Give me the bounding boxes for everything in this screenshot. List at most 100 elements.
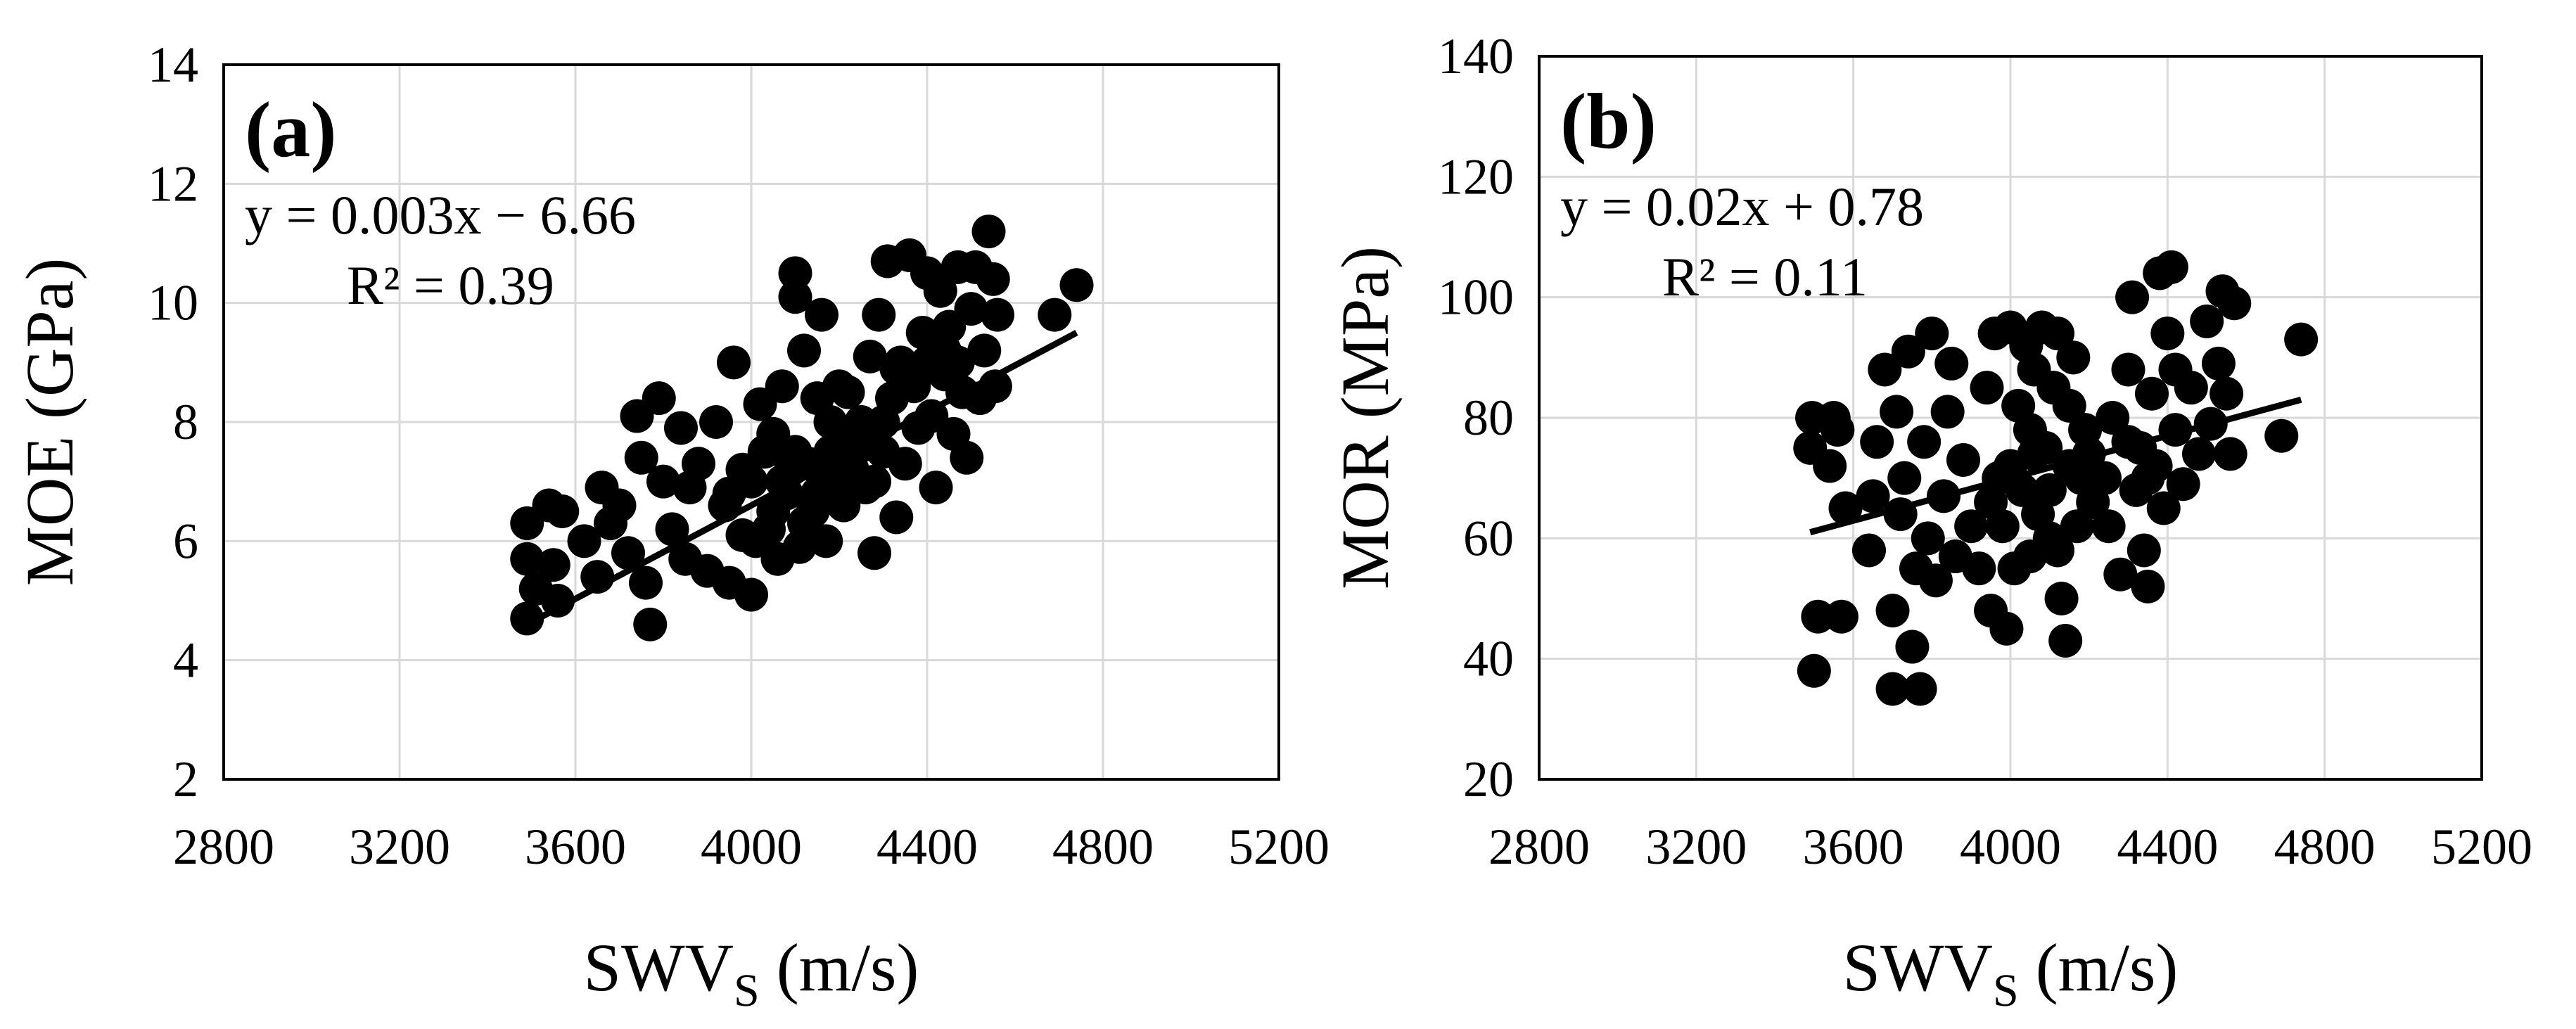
y-axis-title: MOR (MPa) bbox=[1327, 246, 1403, 589]
data-point bbox=[787, 333, 821, 368]
y-tick-label: 140 bbox=[1438, 28, 1514, 84]
data-point bbox=[805, 298, 839, 332]
x-tick-label: 4400 bbox=[876, 819, 978, 875]
x-tick-label: 5200 bbox=[1228, 819, 1330, 875]
data-point bbox=[1915, 317, 1949, 351]
data-point bbox=[664, 411, 698, 445]
data-point bbox=[2166, 467, 2200, 501]
trendline bbox=[525, 330, 1078, 627]
data-point bbox=[536, 548, 570, 582]
x-tick-label: 3200 bbox=[1645, 819, 1747, 875]
x-axis-title: SWVS (m/s) bbox=[1843, 930, 2179, 1016]
x-tick-label: 2800 bbox=[1488, 819, 1590, 875]
x-tick-label: 4800 bbox=[1052, 819, 1154, 875]
data-point bbox=[699, 405, 733, 439]
y-tick-label: 12 bbox=[148, 155, 198, 212]
trendline bbox=[1809, 396, 2302, 536]
trendline-equation: y = 0.02x + 0.78 bbox=[1560, 176, 1924, 237]
data-point bbox=[2201, 346, 2236, 381]
x-tick-label: 4400 bbox=[2117, 819, 2218, 875]
y-tick-label: 40 bbox=[1463, 631, 1514, 687]
data-point bbox=[1828, 491, 1863, 525]
data-point bbox=[1930, 395, 1965, 429]
data-point bbox=[950, 440, 984, 475]
data-point bbox=[1974, 485, 2008, 519]
x-tick-label: 3200 bbox=[349, 819, 450, 875]
data-point bbox=[646, 464, 680, 499]
data-point bbox=[765, 369, 799, 404]
y-tick-label: 8 bbox=[173, 394, 198, 450]
data-point bbox=[611, 536, 645, 570]
x-tick-label: 3600 bbox=[525, 819, 626, 875]
x-tick-label: 3600 bbox=[1803, 819, 1904, 875]
x-axis-title-unit: (m/s) bbox=[760, 930, 919, 1005]
data-point bbox=[756, 494, 791, 528]
plot-frame bbox=[1538, 55, 2483, 781]
data-point bbox=[2060, 509, 2094, 544]
data-point bbox=[2096, 401, 2130, 435]
data-point bbox=[642, 381, 676, 416]
data-point bbox=[2150, 317, 2185, 351]
data-point bbox=[1895, 629, 1930, 664]
data-point bbox=[879, 351, 914, 385]
data-point bbox=[954, 292, 988, 326]
data-point bbox=[2135, 376, 2169, 411]
data-point bbox=[1911, 521, 1945, 556]
data-point bbox=[2052, 388, 2086, 423]
data-point bbox=[831, 375, 865, 409]
data-point bbox=[2264, 418, 2299, 453]
data-point bbox=[919, 471, 953, 505]
data-point bbox=[1860, 425, 1894, 459]
y-tick-label: 4 bbox=[173, 632, 198, 689]
data-point bbox=[888, 447, 922, 481]
data-point bbox=[1875, 672, 1910, 706]
data-point bbox=[1962, 551, 1996, 586]
data-point bbox=[923, 274, 957, 308]
data-point bbox=[778, 256, 812, 290]
data-point bbox=[2213, 437, 2247, 471]
y-tick-label: 80 bbox=[1463, 390, 1514, 446]
data-point bbox=[1868, 352, 1902, 387]
y-tick-label: 10 bbox=[148, 275, 198, 331]
data-point bbox=[2158, 352, 2193, 387]
y-tick-label: 6 bbox=[173, 513, 198, 569]
x-axis-title-subscript: S bbox=[1993, 965, 2019, 1016]
data-point bbox=[1852, 533, 1886, 568]
data-point bbox=[2190, 304, 2224, 338]
data-point bbox=[717, 345, 751, 380]
x-axis-title-main: SWV bbox=[584, 930, 734, 1005]
data-point bbox=[629, 565, 663, 600]
data-point bbox=[2088, 461, 2122, 495]
data-point bbox=[510, 542, 544, 576]
trendline-equation: y = 0.003x − 6.66 bbox=[245, 184, 636, 245]
data-point bbox=[1801, 599, 1835, 634]
x-tick-label: 5200 bbox=[2431, 819, 2532, 875]
data-point bbox=[1856, 479, 1890, 513]
x-tick-label: 4000 bbox=[701, 819, 802, 875]
x-axis-title: SWVS (m/s) bbox=[584, 930, 919, 1016]
data-point bbox=[800, 476, 834, 511]
data-point bbox=[2048, 623, 2083, 658]
data-point bbox=[1918, 563, 1953, 598]
data-point bbox=[1880, 395, 1914, 429]
data-point bbox=[682, 447, 715, 481]
data-point bbox=[1891, 334, 1925, 369]
plot-frame bbox=[222, 63, 1280, 781]
data-point bbox=[1875, 594, 1910, 628]
data-point bbox=[976, 262, 1010, 296]
x-axis-title-subscript: S bbox=[734, 965, 760, 1016]
panel-label: (a) bbox=[245, 87, 337, 174]
y-tick-label: 100 bbox=[1438, 269, 1514, 326]
data-point bbox=[633, 607, 668, 641]
data-point bbox=[1059, 268, 1094, 302]
data-point bbox=[2210, 376, 2244, 411]
data-point bbox=[2056, 340, 2091, 375]
data-point bbox=[2131, 461, 2165, 495]
x-tick-label: 4800 bbox=[2274, 819, 2376, 875]
data-point bbox=[545, 494, 580, 528]
y-tick-label: 20 bbox=[1463, 751, 1514, 807]
data-point bbox=[1907, 425, 1941, 459]
data-point bbox=[2032, 473, 2067, 507]
r-squared-label: R² = 0.39 bbox=[347, 255, 554, 316]
data-point bbox=[2091, 509, 2126, 544]
